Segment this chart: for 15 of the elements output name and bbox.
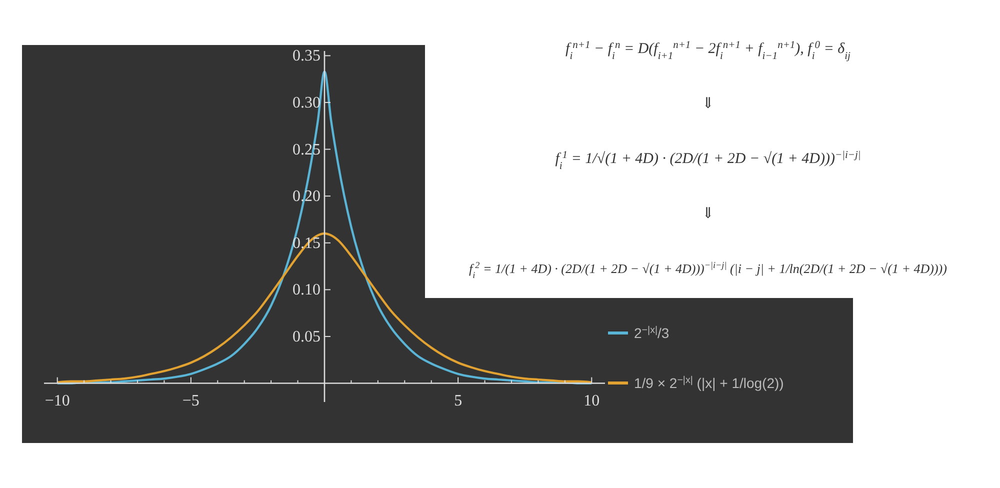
text: ⇓ [702,206,714,222]
line-series [56,232,593,384]
annotation: f$_{i}$$^{2}$ = 1/(1 + 4D) · (2D/(1 + 2D − √(1 + 4D)))$^{−|i−j|}$ (|i − j| + 1/ln(2D/(1 + 2D − √(1 + 4D)))) [469,260,947,280]
x-tick-label: −10 [44,392,70,410]
text: f$_{i}$$^{n+1}$ − f$_{i}$$^{n}$ = D(f$_{i+1}$$^{n+1}$ − 2f$_{i}$$^{n+1}$ + f$_{i−1}$$^{n+1}$), f$_{i}$$^{0}$ = δ$_{ij}$ [566,40,850,62]
y-tick-label: 0.05 [292,328,320,346]
y-tick-label: 0.10 [292,282,320,299]
x-tick-label: 10 [584,392,600,410]
x-tick-label: 5 [454,392,462,410]
text: ⇓ [702,96,714,112]
legend-label: 1/9 × 2$^{−|x|}$ (|x| + 1/log(2)) [634,374,784,391]
legend-label: 2$^{−|x|}$/3 [634,324,670,341]
annotation: f$_{i}$$^{1}$ = 1/√(1 + 4D) · (2D/(1 + 2D − √(1 + 4D)))$^{−|i−j|}$ [555,150,861,172]
y-tick-label: 0.35 [292,48,320,65]
x-tick-label: −5 [182,392,200,410]
